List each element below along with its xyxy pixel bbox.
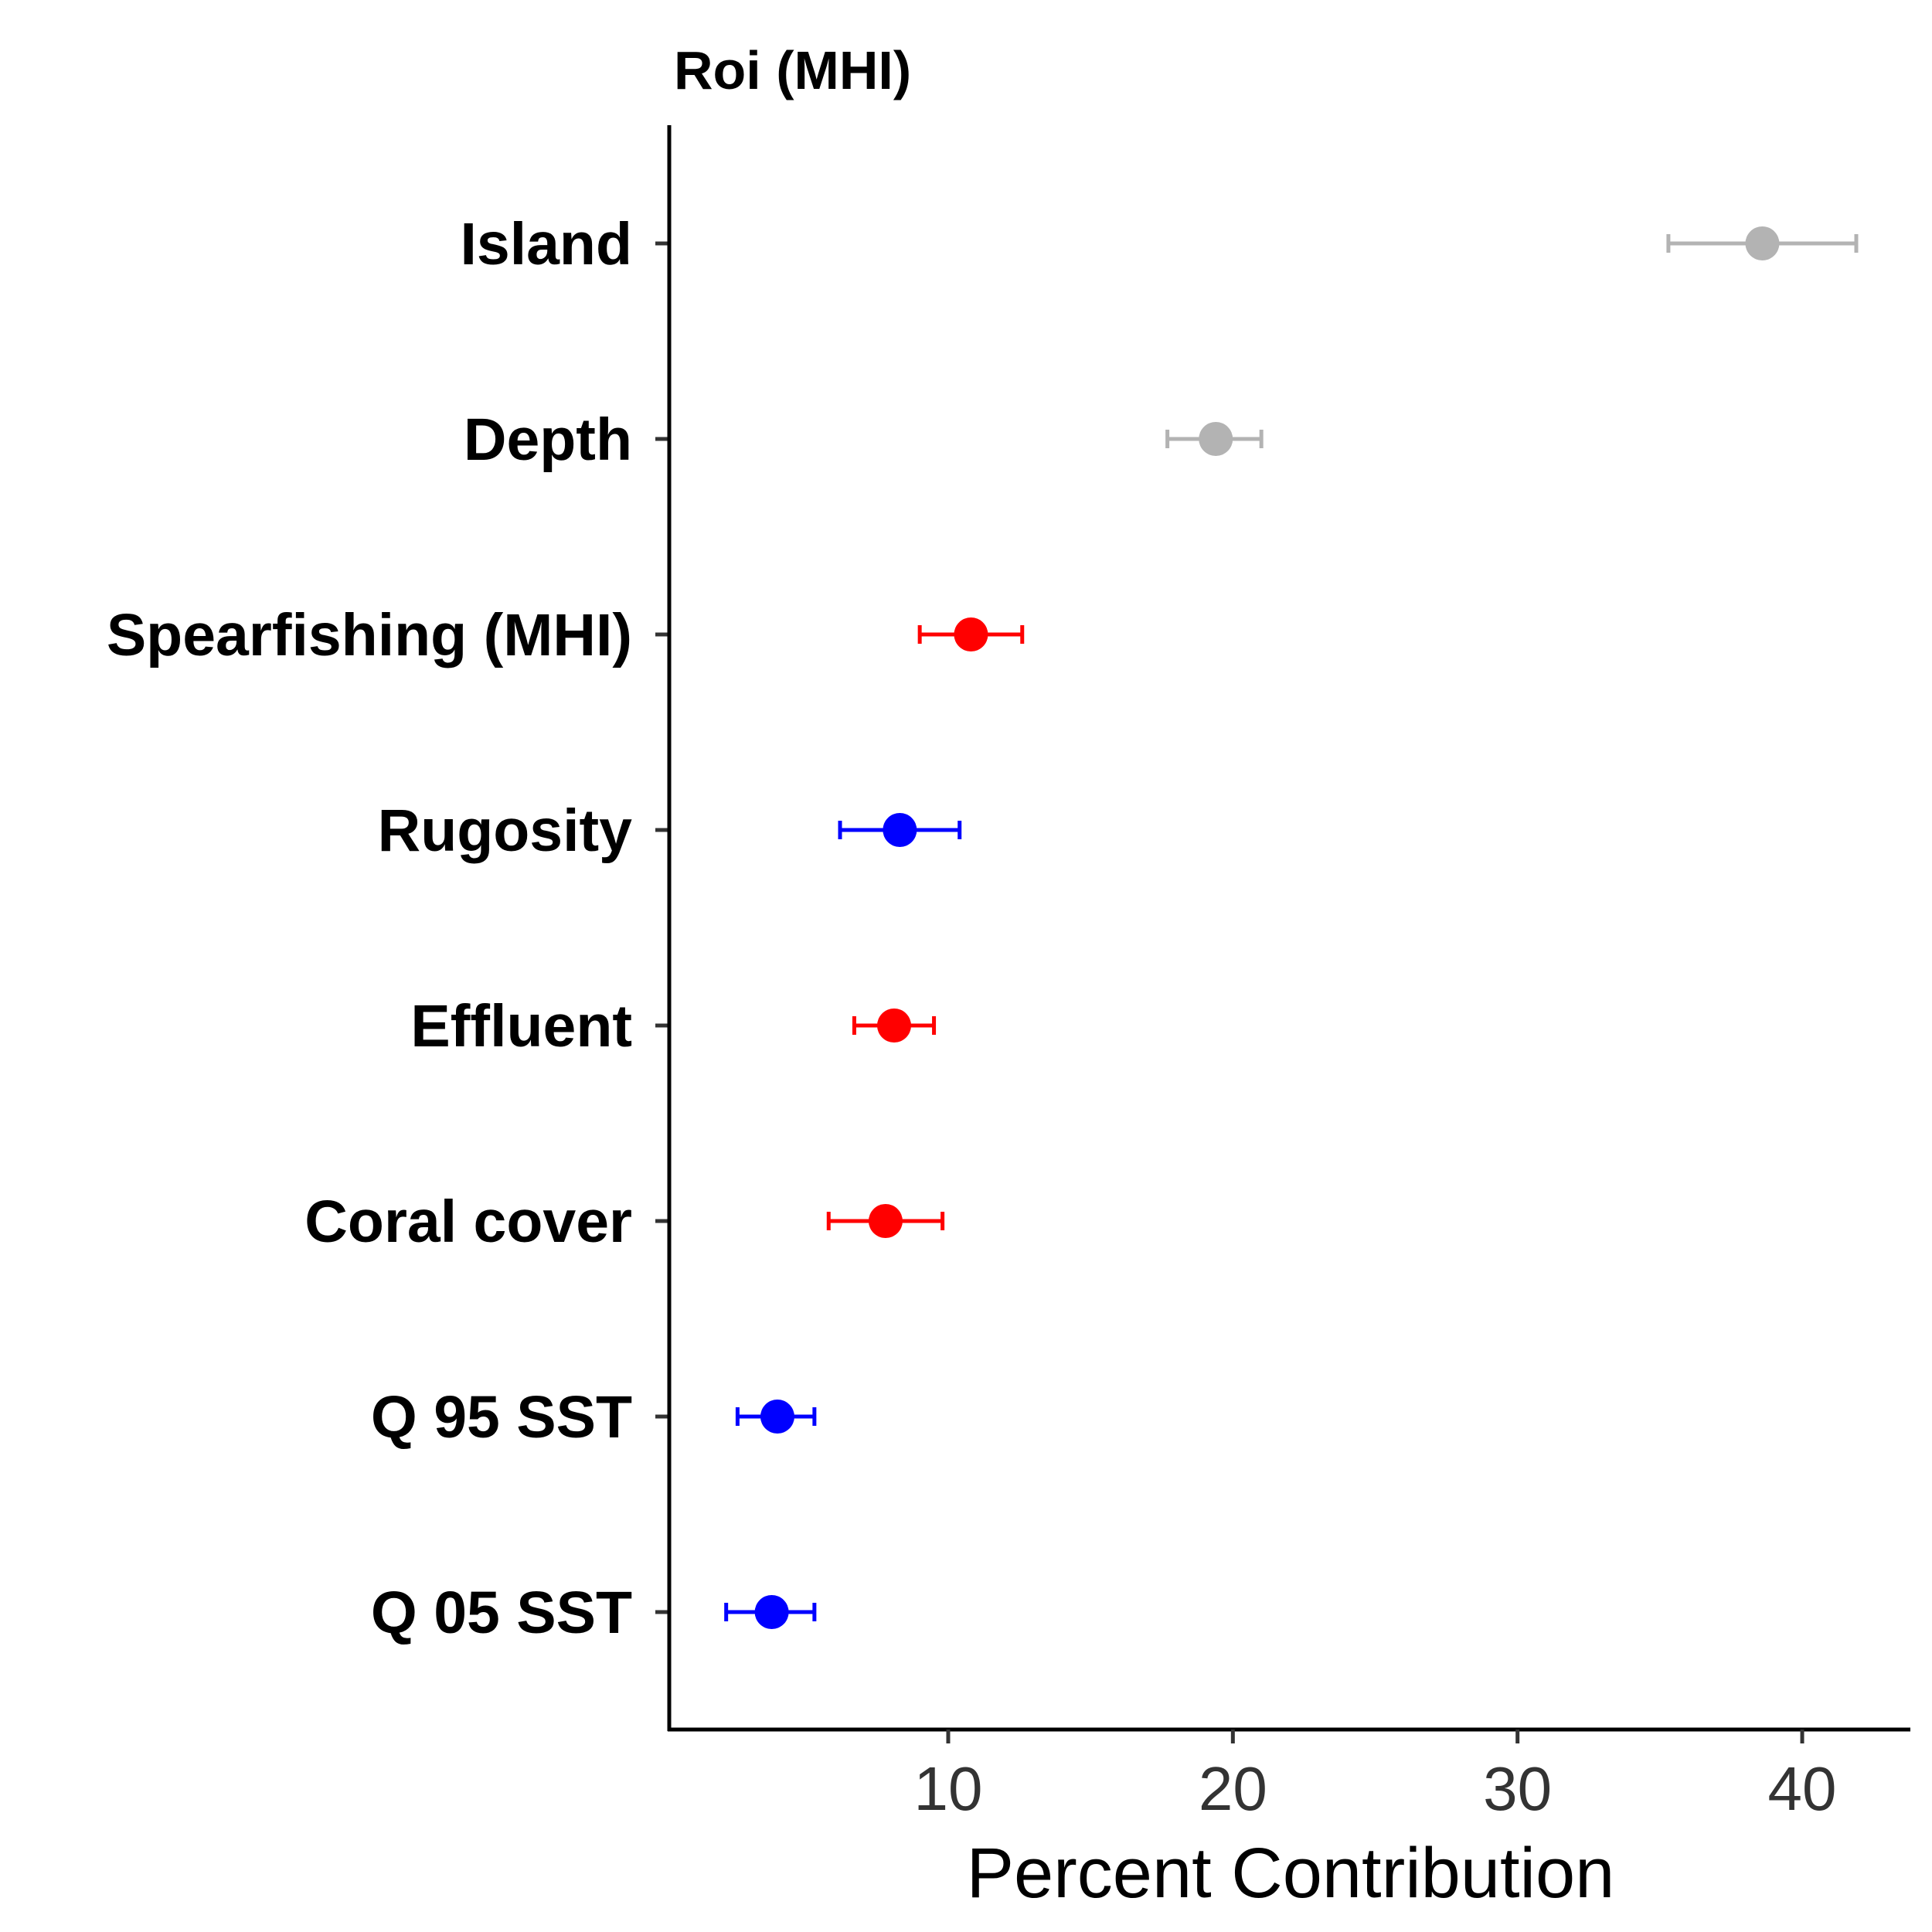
y-tick-label-q-95-sst: Q 95 SST (371, 1384, 632, 1451)
x-tick-label-30: 30 (1483, 1754, 1552, 1823)
point-island (1745, 226, 1780, 260)
y-tick-label-depth: Depth (464, 406, 632, 473)
y-tick-label-rugosity: Rugosity (378, 798, 633, 864)
point-effluent (876, 1009, 911, 1043)
y-tick-label-effluent: Effluent (410, 993, 632, 1060)
x-axis-title: Percent Contribution (967, 1834, 1615, 1913)
point-q-95-sst (760, 1400, 794, 1434)
point-depth (1199, 422, 1233, 456)
y-tick-label-q-05-sst: Q 05 SST (371, 1580, 632, 1646)
point-rugosity (883, 813, 917, 847)
point-q-05-sst (754, 1595, 789, 1629)
x-tick-label-20: 20 (1199, 1754, 1267, 1823)
chart-title: Roi (MHI) (674, 40, 911, 100)
y-tick-label-spearfishing-mhi: Spearfishing (MHI) (107, 602, 632, 668)
x-tick-label-40: 40 (1768, 1754, 1837, 1823)
y-tick-label-island: Island (460, 211, 632, 277)
y-tick-label-coral-cover: Coral cover (304, 1189, 632, 1255)
x-tick-label-10: 10 (913, 1754, 982, 1823)
point-coral-cover (868, 1204, 903, 1238)
point-spearfishing-mhi (954, 617, 988, 651)
